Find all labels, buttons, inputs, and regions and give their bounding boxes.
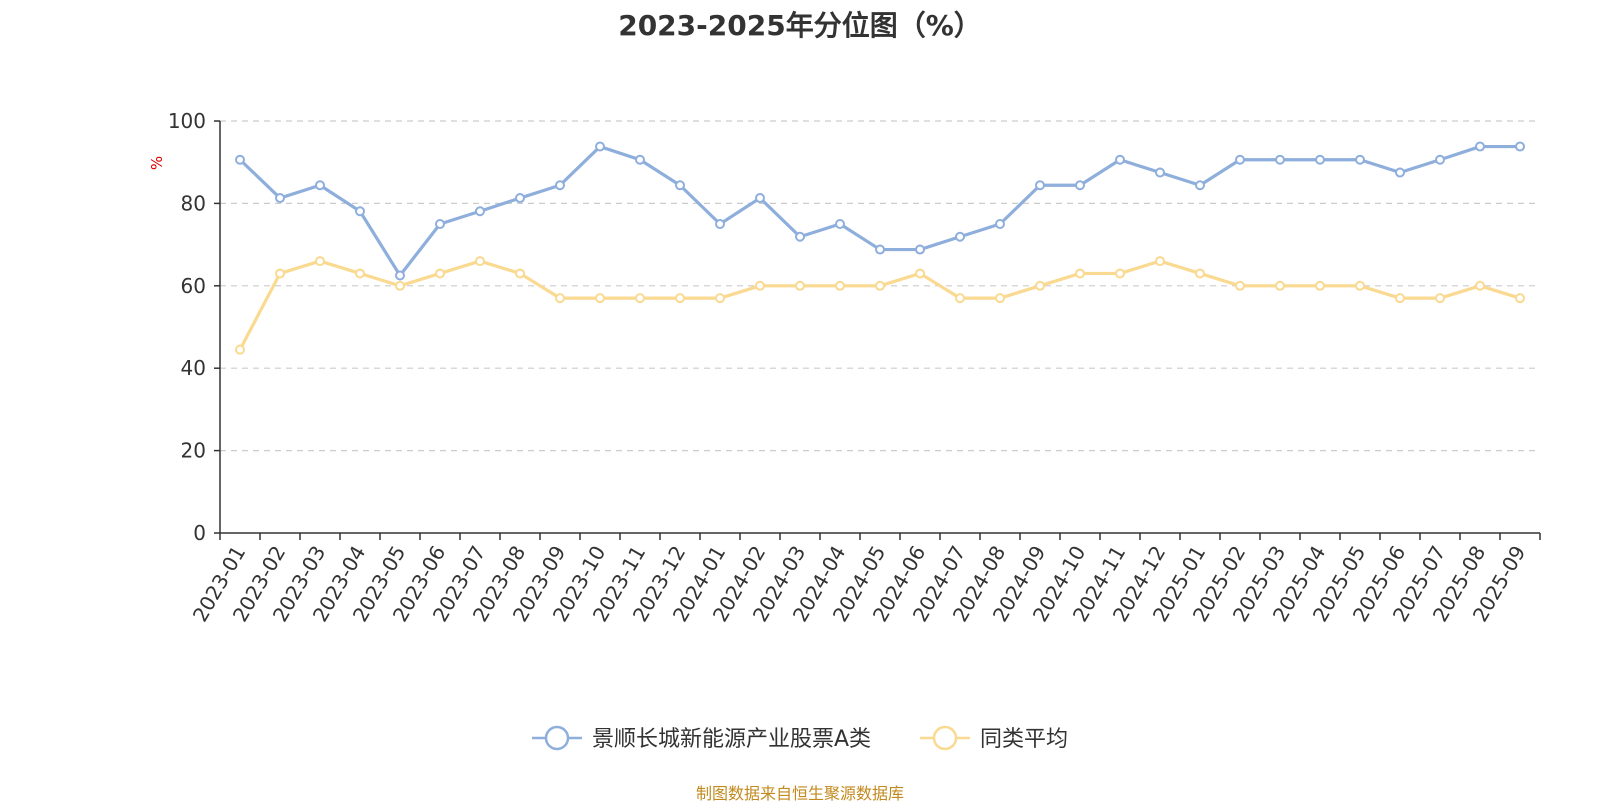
data-point[interactable] — [515, 193, 525, 204]
data-point[interactable] — [515, 268, 525, 279]
y-tick-label: 20 — [181, 439, 206, 463]
data-point[interactable] — [355, 206, 365, 217]
data-point[interactable] — [675, 180, 685, 191]
data-source-note: 制图数据来自恒生聚源数据库 — [695, 784, 904, 803]
data-point[interactable] — [475, 256, 485, 267]
data-point[interactable] — [875, 280, 885, 291]
y-axis-label: % — [148, 156, 166, 170]
data-point[interactable] — [1115, 154, 1125, 165]
data-point[interactable] — [635, 154, 645, 165]
data-point[interactable] — [1435, 293, 1445, 304]
data-point[interactable] — [1395, 293, 1405, 304]
data-point[interactable] — [235, 344, 245, 355]
data-point[interactable] — [795, 280, 805, 291]
y-tick-label: 0 — [193, 521, 206, 545]
data-point[interactable] — [235, 154, 245, 165]
data-point[interactable] — [955, 231, 965, 242]
data-point[interactable] — [755, 280, 765, 291]
series-1 — [235, 141, 1525, 281]
data-series — [235, 141, 1525, 355]
data-point[interactable] — [435, 219, 445, 229]
data-point[interactable] — [1515, 141, 1525, 152]
data-point[interactable] — [1235, 280, 1245, 291]
data-point[interactable] — [595, 141, 605, 152]
data-point[interactable] — [795, 231, 805, 242]
legend-label: 同类平均 — [980, 727, 1068, 752]
data-point[interactable] — [1395, 167, 1405, 178]
data-point[interactable] — [595, 293, 605, 304]
data-point[interactable] — [1515, 293, 1525, 304]
legend-item-1[interactable]: 景顺长城新能源产业股票A类 — [532, 725, 871, 752]
data-point[interactable] — [995, 293, 1005, 304]
chart-title: 2023-2025年分位图（%） — [618, 9, 982, 42]
y-tick-label: 80 — [181, 191, 206, 215]
data-point[interactable] — [835, 280, 845, 291]
data-point[interactable] — [1155, 256, 1165, 267]
data-point[interactable] — [555, 293, 565, 304]
data-point[interactable] — [635, 293, 645, 304]
data-point[interactable] — [1035, 180, 1045, 191]
legend-swatch-marker — [932, 725, 958, 751]
legend[interactable]: 景顺长城新能源产业股票A类 同类平均 — [532, 725, 1068, 752]
y-tick-labels: 0 20 40 60 80 100 — [168, 109, 206, 545]
y-tick-label: 60 — [181, 274, 206, 298]
legend-swatch-marker — [544, 725, 570, 751]
data-point[interactable] — [835, 219, 845, 229]
data-point[interactable] — [395, 270, 405, 281]
data-point[interactable] — [315, 180, 325, 191]
data-point[interactable] — [1195, 268, 1205, 279]
data-point[interactable] — [915, 268, 925, 279]
series-line — [238, 144, 1522, 278]
data-point[interactable] — [1475, 141, 1485, 152]
data-point[interactable] — [1075, 268, 1085, 279]
data-point[interactable] — [915, 244, 925, 255]
series-2 — [235, 256, 1525, 355]
data-point[interactable] — [1475, 280, 1485, 291]
data-point[interactable] — [1195, 180, 1205, 191]
y-tick-label: 40 — [181, 356, 206, 380]
legend-item-2[interactable]: 同类平均 — [920, 725, 1068, 752]
data-point[interactable] — [675, 293, 685, 304]
data-point[interactable] — [1035, 280, 1045, 291]
data-point[interactable] — [875, 244, 885, 255]
y-tick-label: 100 — [168, 109, 206, 133]
data-point[interactable] — [995, 219, 1005, 229]
data-point[interactable] — [1275, 280, 1285, 291]
axes — [214, 120, 1541, 540]
data-point[interactable] — [475, 206, 485, 217]
data-point[interactable] — [1075, 180, 1085, 191]
data-point[interactable] — [715, 219, 725, 229]
data-point[interactable] — [1315, 154, 1325, 165]
data-point[interactable] — [275, 193, 285, 204]
x-tick-labels: 2023-012023-022023-032023-042023-052023-… — [188, 542, 1531, 626]
data-point[interactable] — [755, 193, 765, 204]
data-point[interactable] — [1355, 280, 1365, 291]
data-point[interactable] — [955, 293, 965, 304]
data-point[interactable] — [1355, 154, 1365, 165]
data-point[interactable] — [435, 268, 445, 279]
data-point[interactable] — [555, 180, 565, 191]
data-point[interactable] — [315, 256, 325, 267]
data-point[interactable] — [1275, 154, 1285, 165]
data-point[interactable] — [715, 293, 725, 304]
data-point[interactable] — [1235, 154, 1245, 165]
data-point[interactable] — [1315, 280, 1325, 291]
data-point[interactable] — [1155, 167, 1165, 178]
data-point[interactable] — [395, 280, 405, 291]
data-point[interactable] — [1435, 154, 1445, 165]
data-point[interactable] — [355, 268, 365, 279]
legend-label: 景顺长城新能源产业股票A类 — [592, 727, 871, 752]
data-point[interactable] — [275, 268, 285, 279]
data-point[interactable] — [1115, 268, 1125, 279]
series-line — [238, 259, 1522, 352]
